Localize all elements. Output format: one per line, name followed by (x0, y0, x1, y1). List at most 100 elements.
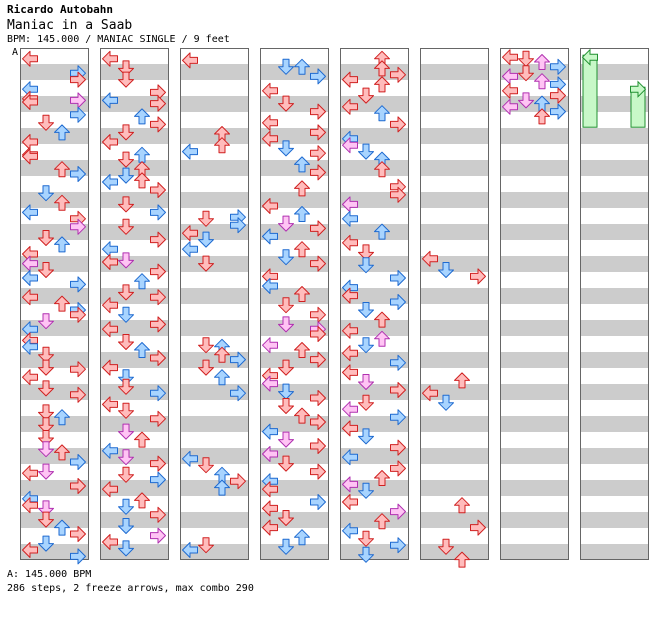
step-arrow-right (390, 382, 406, 398)
step-arrow-right (150, 471, 166, 488)
step-arrow-left (102, 396, 118, 413)
beat-stripe (580, 320, 649, 336)
beat-stripe (20, 432, 89, 448)
step-arrow-left (262, 228, 278, 245)
beat-stripe (500, 368, 569, 384)
beat-stripe (20, 192, 89, 208)
step-arrow-left (22, 94, 38, 110)
step-arrow-down (358, 394, 374, 411)
step-arrow-left (22, 148, 38, 165)
step-arrow-right (310, 68, 326, 85)
step-arrow-left (22, 369, 38, 386)
step-arrow-up (134, 342, 150, 358)
step-arrow-up (134, 492, 150, 509)
step-arrow-up (294, 529, 310, 546)
beat-stripe (180, 128, 249, 144)
step-arrow-right (70, 386, 86, 403)
step-arrow-left (22, 465, 38, 482)
beat-stripe (180, 112, 249, 128)
step-arrow-down (118, 71, 134, 88)
step-arrow-right (150, 204, 166, 221)
step-arrow-down (38, 262, 54, 278)
beat-stripe (500, 272, 569, 288)
artist-name: Ricardo Autobahn (7, 3, 113, 16)
step-arrow-down (358, 546, 374, 563)
beat-stripe (500, 304, 569, 320)
beat-stripe (580, 240, 649, 256)
step-arrow-left (342, 210, 358, 227)
beat-stripe (20, 400, 89, 416)
step-arrow-left (22, 542, 38, 558)
step-arrow-right (550, 58, 566, 75)
step-arrow-right (70, 166, 86, 182)
step-arrow-down (38, 346, 54, 363)
beat-stripe (340, 336, 409, 352)
step-arrow-down (118, 334, 134, 350)
beat-stripe (420, 304, 489, 320)
beat-stripe (500, 224, 569, 240)
beat-stripe (580, 128, 649, 144)
step-arrow-down (278, 398, 294, 414)
beat-stripe (100, 336, 169, 352)
step-arrow-down (358, 337, 374, 354)
step-arrow-down (38, 359, 54, 376)
step-arrow-right (550, 103, 566, 120)
beat-stripe (500, 352, 569, 368)
beat-stripe (260, 352, 329, 368)
step-arrow-down (358, 244, 374, 261)
beat-stripe (580, 224, 649, 240)
step-arrow-up (54, 444, 70, 461)
step-arrow-down (278, 383, 294, 400)
step-arrow-down (118, 423, 134, 440)
beat-stripe (100, 144, 169, 160)
beat-stripe (420, 336, 489, 352)
beat-stripe (260, 528, 329, 544)
beat-stripe (580, 208, 649, 224)
step-arrow-up (294, 206, 310, 222)
beat-stripe (260, 96, 329, 112)
beat-stripe (420, 192, 489, 208)
beat-stripe (420, 544, 489, 560)
step-arrow-up (454, 372, 470, 389)
beat-stripe (420, 288, 489, 304)
beat-stripe (500, 160, 569, 176)
step-arrow-right (310, 124, 326, 141)
beat-stripe (20, 256, 89, 272)
step-arrow-right (390, 116, 406, 133)
step-arrow-right (310, 438, 326, 454)
beat-stripe (580, 160, 649, 176)
beat-stripe (180, 304, 249, 320)
step-arrow-down (118, 369, 134, 386)
chart-info: BPM: 145.000 / MANIAC SINGLE / 9 feet (7, 34, 230, 45)
step-arrow-up (54, 236, 70, 253)
beat-stripe (580, 272, 649, 288)
beat-stripe (180, 352, 249, 368)
step-arrow-down (38, 185, 54, 202)
beat-stripe (260, 288, 329, 304)
step-arrow-down (438, 262, 454, 278)
step-arrow-left (22, 497, 38, 514)
step-arrow-down (118, 466, 134, 483)
step-arrow-down (358, 257, 374, 274)
beat-stripe (100, 368, 169, 384)
beat-stripe (580, 496, 649, 512)
step-arrow-down (278, 297, 294, 314)
beat-stripe (580, 512, 649, 528)
step-arrow-down (118, 449, 134, 466)
step-arrow-down (278, 58, 294, 75)
beat-stripe (100, 544, 169, 560)
step-arrow-up (534, 73, 550, 90)
step-arrow-down (38, 500, 54, 517)
beat-stripe (20, 176, 89, 192)
beat-stripe (420, 368, 489, 384)
step-arrow-right (150, 455, 166, 472)
beat-stripe (100, 224, 169, 240)
beat-stripe (100, 192, 169, 208)
step-arrow-up (294, 342, 310, 358)
beat-stripe (500, 480, 569, 496)
step-arrow-down (198, 457, 214, 474)
beat-stripe (580, 368, 649, 384)
step-arrow-down (278, 95, 294, 112)
beat-stripe (500, 464, 569, 480)
beat-stripe (180, 96, 249, 112)
